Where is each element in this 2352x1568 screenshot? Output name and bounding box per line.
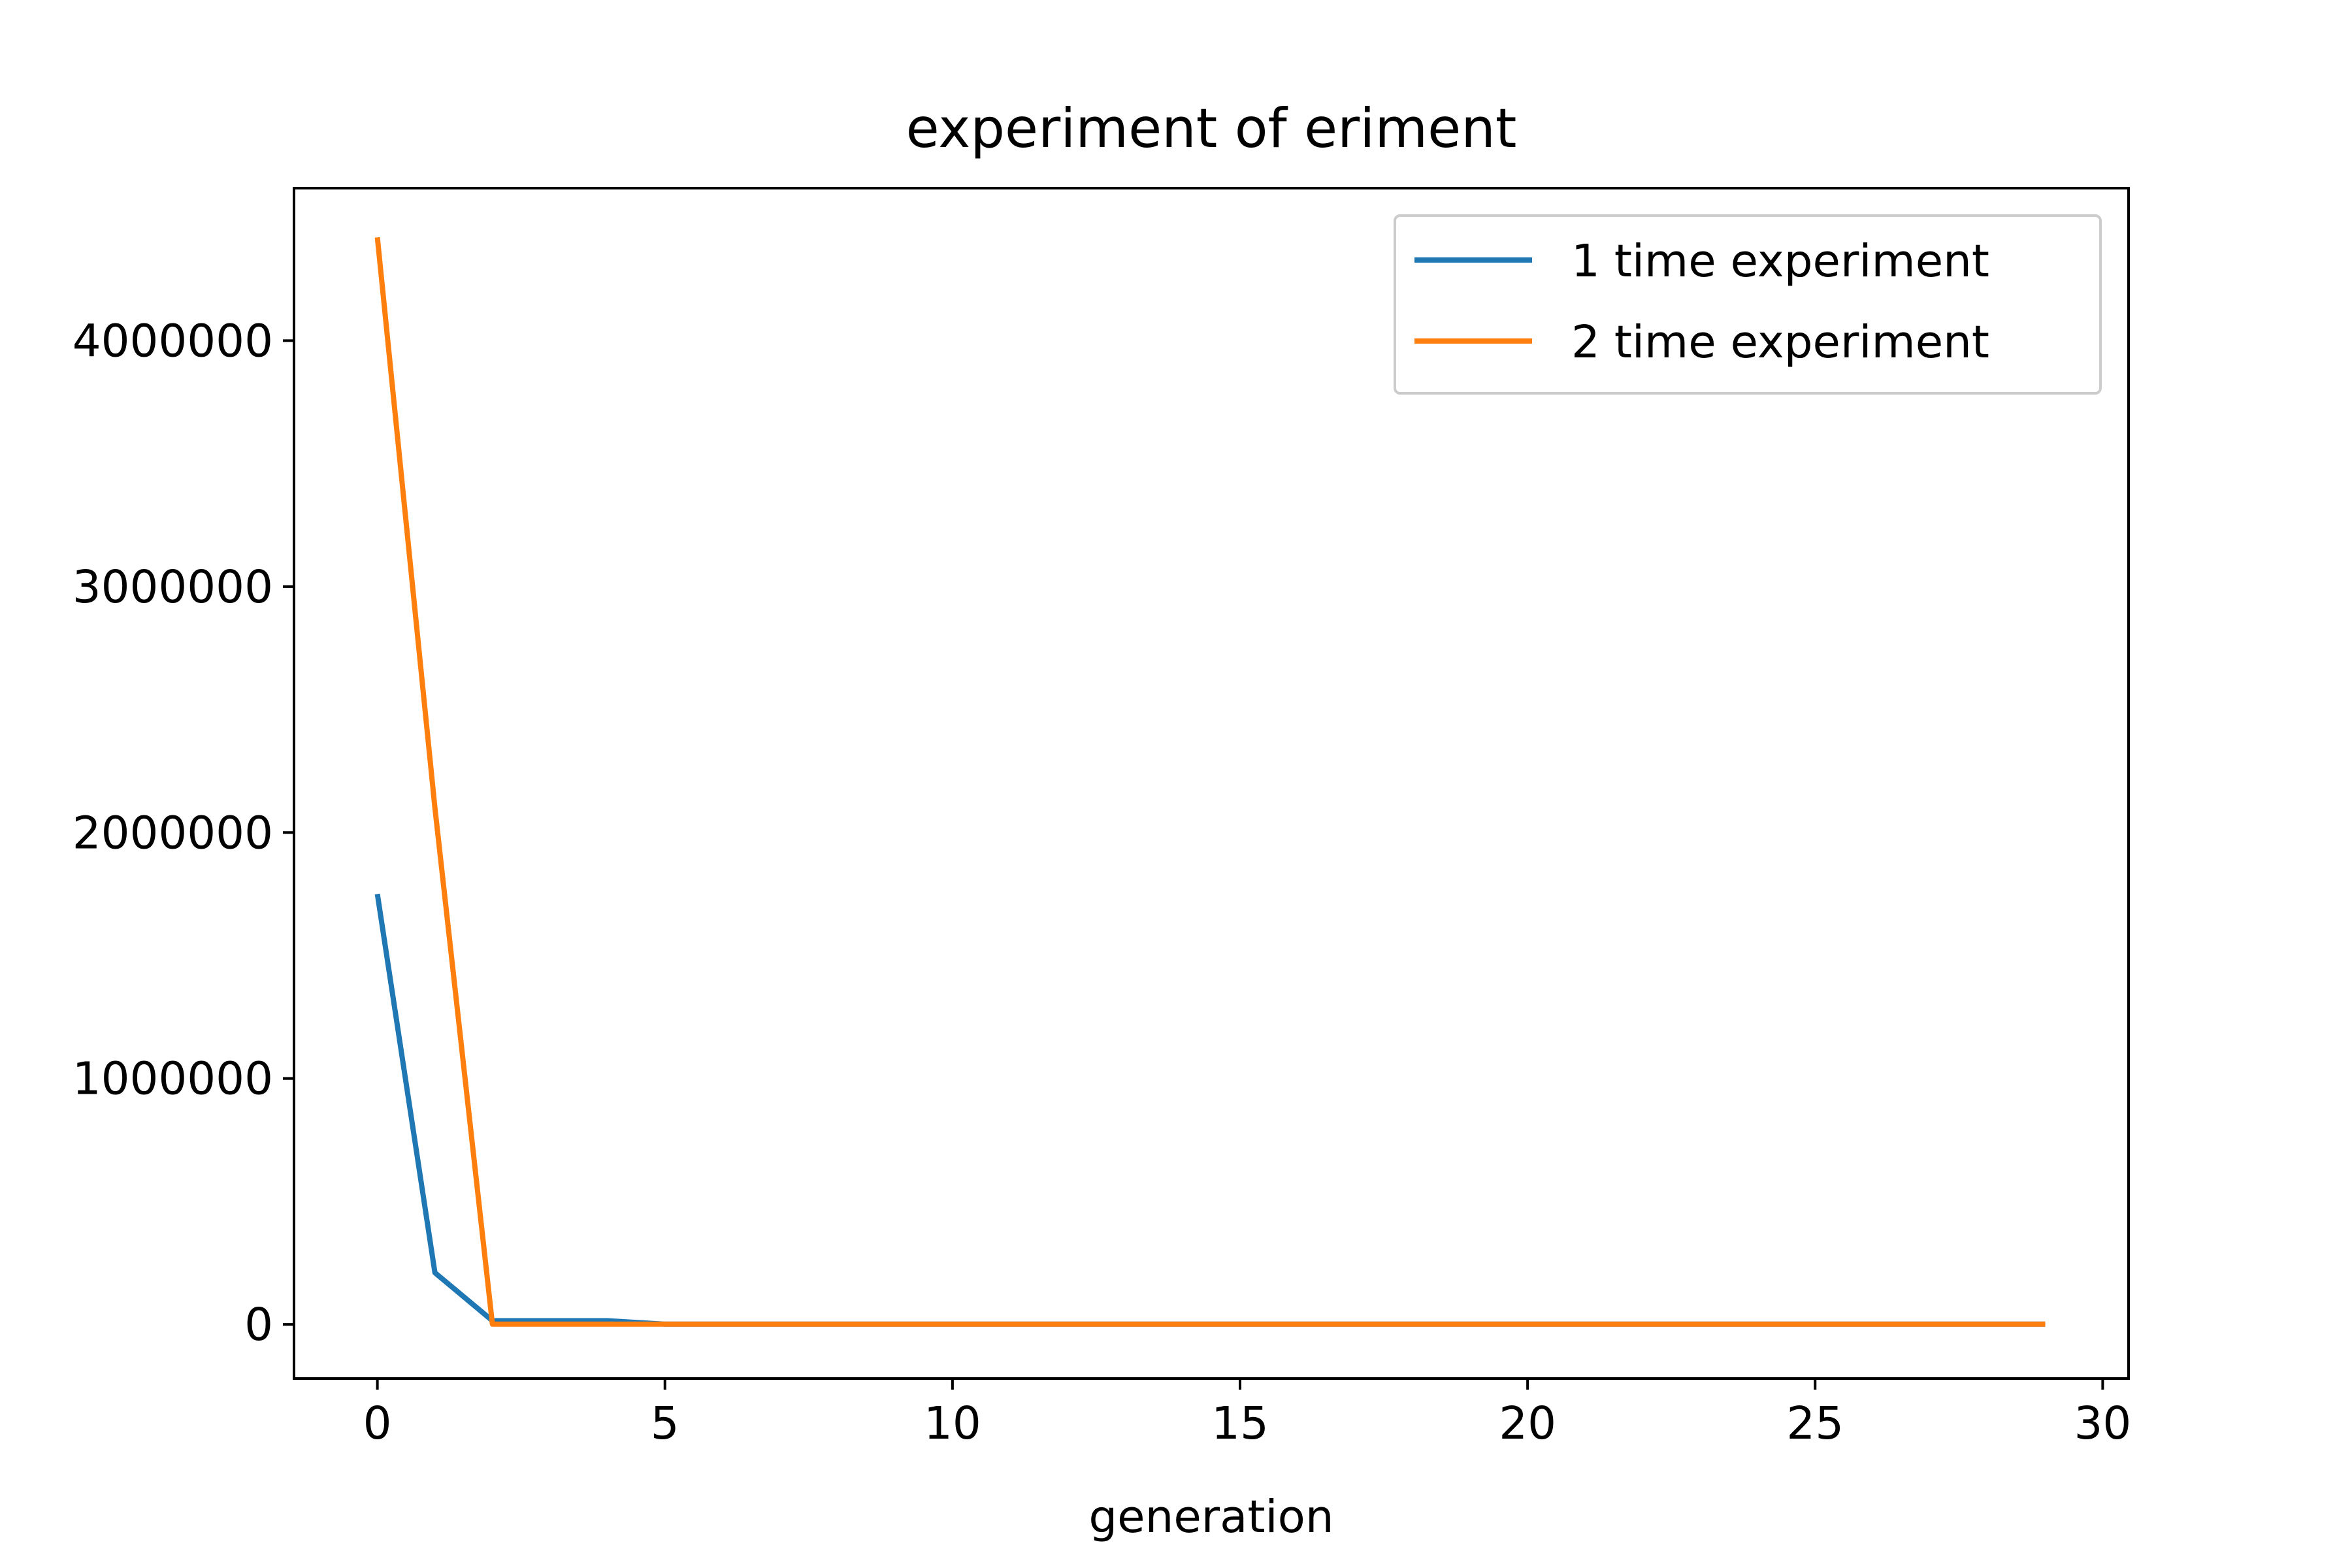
y-tick-label: 3000000 [73, 561, 273, 613]
legend-label-2-time-experiment: 2 time experiment [1571, 316, 1989, 368]
series-layer [374, 237, 2046, 1327]
x-axis: 0 5 10 15 20 25 30 [363, 1379, 2131, 1450]
x-tick-label: 10 [924, 1397, 981, 1450]
x-tick-label: 5 [651, 1397, 679, 1450]
x-tick-label: 20 [1499, 1397, 1556, 1450]
series-line-2-time-experiment [374, 237, 2046, 1327]
y-tick-label: 4000000 [73, 315, 273, 367]
y-tick-label: 2000000 [73, 807, 273, 859]
chart-title: experiment of eriment [906, 97, 1517, 160]
x-tick-label: 25 [1786, 1397, 1844, 1450]
x-tick-label: 0 [363, 1397, 392, 1450]
y-tick-label: 1000000 [73, 1053, 273, 1105]
x-tick-label: 30 [2074, 1397, 2131, 1450]
x-tick-label: 15 [1211, 1397, 1269, 1450]
y-tick-label: 0 [244, 1299, 273, 1351]
legend-box [1394, 214, 2102, 395]
y-axis: 0 1000000 2000000 3000000 4000000 [73, 315, 294, 1351]
legend-label-1-time-experiment: 1 time experiment [1571, 235, 1989, 287]
plot-frame [293, 187, 2130, 1380]
legend: 1 time experiment 2 time experiment [1394, 214, 2102, 395]
x-axis-label: generation [1088, 1491, 1333, 1543]
